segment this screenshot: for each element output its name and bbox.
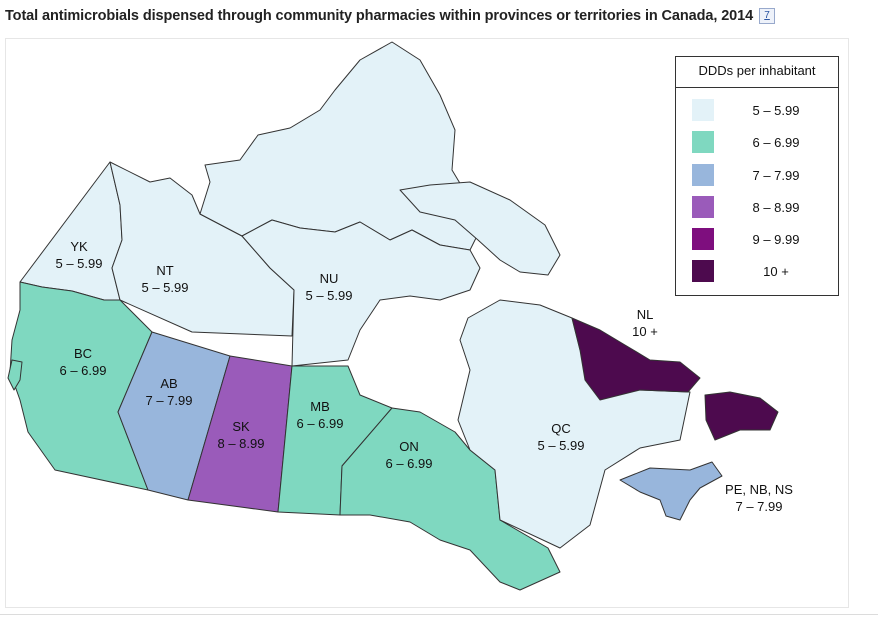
region-nl-labrador (571, 317, 701, 401)
legend-item: 5 – 5.99 (676, 98, 838, 122)
region-maritimes (619, 461, 723, 521)
region-code: YK (70, 239, 88, 254)
legend-swatch (692, 99, 714, 121)
baffin-island (399, 181, 561, 276)
region-label-maritimes: PE, NB, NS 7 – 7.99 (704, 481, 814, 515)
title-bar: Total antimicrobials dispensed through c… (5, 3, 776, 29)
legend-label: 7 – 7.99 (752, 167, 800, 183)
vancouver-island (7, 359, 23, 391)
region-value: 6 – 6.99 (296, 416, 344, 431)
legend-swatch (692, 228, 714, 250)
region-label-nu: NU 5 – 5.99 (294, 270, 364, 304)
legend-label: 5 – 5.99 (752, 102, 800, 118)
region-label-sk: SK 8 – 8.99 (206, 418, 276, 452)
region-label-qc: QC 5 – 5.99 (526, 420, 596, 454)
legend-swatch (692, 131, 714, 153)
legend-swatch (692, 196, 714, 218)
region-label-nl: NL 10 + (610, 306, 680, 340)
legend-label: 10 + (763, 263, 789, 279)
region-value: 6 – 6.99 (59, 363, 107, 378)
region-code: ON (399, 439, 419, 454)
region-value: 6 – 6.99 (385, 456, 433, 471)
region-nl-island (704, 391, 779, 441)
legend-item: 6 – 6.99 (676, 130, 838, 154)
legend-item: 9 – 9.99 (676, 227, 838, 251)
region-code: MB (310, 399, 330, 414)
legend-item: 7 – 7.99 (676, 163, 838, 187)
region-nu (241, 219, 481, 367)
region-code: NT (156, 263, 174, 278)
region-on (339, 407, 561, 591)
page-title: Total antimicrobials dispensed through c… (5, 8, 754, 24)
region-yk (19, 161, 123, 301)
legend-item: 8 – 8.99 (676, 195, 838, 219)
legend-label: 6 – 6.99 (752, 134, 800, 150)
reference-link[interactable]: 7 (759, 8, 776, 24)
region-code: NU (319, 271, 339, 286)
region-value: 5 – 5.99 (55, 256, 103, 271)
region-code: NL (636, 307, 654, 322)
region-value: 7 – 7.99 (735, 499, 783, 514)
legend: DDDs per inhabitant 5 – 5.99 6 – 6.99 7 … (675, 56, 839, 296)
legend-label: 8 – 8.99 (752, 199, 800, 215)
region-value: 10 + (632, 324, 658, 339)
region-value: 5 – 5.99 (537, 438, 585, 453)
legend-swatch (692, 260, 714, 282)
region-code: PE, NB, NS (725, 482, 793, 497)
region-code: QC (551, 421, 571, 436)
region-label-on: ON 6 – 6.99 (374, 438, 444, 472)
region-label-mb: MB 6 – 6.99 (285, 398, 355, 432)
legend-swatch (692, 164, 714, 186)
region-code: AB (160, 376, 178, 391)
legend-title: DDDs per inhabitant (676, 57, 838, 88)
region-label-ab: AB 7 – 7.99 (134, 375, 204, 409)
legend-item: 10 + (676, 259, 838, 283)
region-label-yk: YK 5 – 5.99 (44, 238, 114, 272)
region-label-nt: NT 5 – 5.99 (130, 262, 200, 296)
region-value: 8 – 8.99 (217, 436, 265, 451)
region-code: SK (232, 419, 250, 434)
region-code: BC (73, 346, 93, 361)
region-value: 5 – 5.99 (305, 288, 353, 303)
legend-label: 9 – 9.99 (752, 231, 800, 247)
region-value: 5 – 5.99 (141, 280, 189, 295)
arctic-islands (199, 41, 481, 251)
region-value: 7 – 7.99 (145, 393, 193, 408)
region-ab (117, 331, 231, 501)
region-label-bc: BC 6 – 6.99 (48, 345, 118, 379)
bottom-divider (0, 614, 878, 615)
